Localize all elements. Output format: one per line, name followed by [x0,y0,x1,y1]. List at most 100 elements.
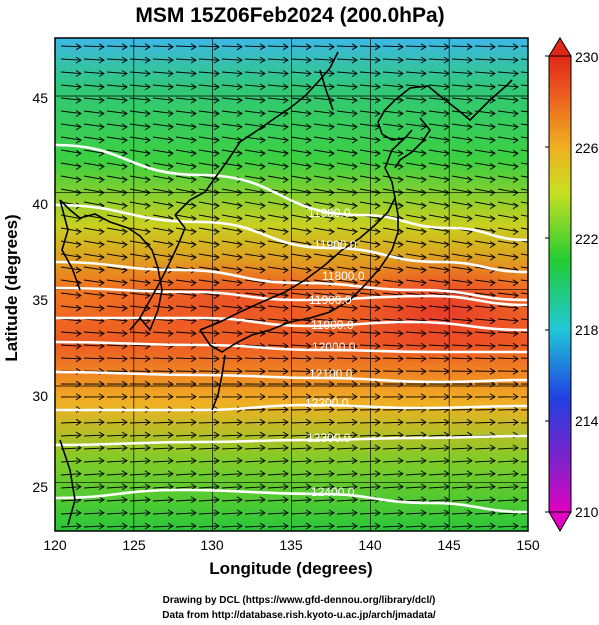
wind-vector [221,240,243,248]
wind-vector [520,71,528,73]
wind-vector [382,56,404,64]
wind-vector [382,149,404,157]
wind-vector [428,509,450,517]
wind-vector [106,457,128,465]
wind-vector [221,368,243,375]
wind-vector [497,418,519,426]
wind-vector [474,43,496,51]
wind-vector [428,201,450,210]
wind-vector [336,457,358,465]
wind-vector [313,342,335,350]
wind-vector [221,266,243,274]
wind-vector [175,279,197,287]
wind-vector [313,110,335,117]
wind-vector [474,418,496,426]
wind-vector [198,149,220,157]
wind-vector [221,431,243,439]
wind-vector [336,483,358,491]
wind-vector [497,162,519,170]
wind-vector [290,123,312,131]
wind-vector [129,470,151,478]
wind-vector [313,483,335,491]
wind-vector [175,418,197,426]
wind-vector [83,431,105,439]
wind-vector [474,162,496,170]
wind-vector [428,368,450,375]
wind-vector [60,431,82,439]
wind-vector [60,70,82,77]
wind-vector [152,110,174,117]
wind-vector [474,342,496,350]
wind-vectors [60,43,528,530]
wind-vector [175,483,197,491]
wind-vector [129,43,151,51]
wind-vector [336,56,358,64]
wind-vector [359,330,381,337]
wind-vector [175,304,197,312]
wind-vector [451,266,473,274]
wind-vector [290,431,312,439]
wind-vector [474,355,496,363]
wind-vector [359,279,381,287]
wind-vector [83,266,105,274]
wind-vector [267,444,289,452]
wind-vector [451,470,473,478]
wind-vector [336,136,358,144]
wind-vector [382,457,404,465]
wind-vector [198,483,220,491]
wind-vector [106,70,128,77]
wind-vector [382,240,404,248]
wind-vector [359,509,381,517]
wind-vector [474,522,496,530]
wind-vector [221,110,243,117]
wind-vector [382,355,404,363]
wind-vector [267,123,289,131]
wind-vector [244,304,266,312]
wind-vector [451,355,473,363]
wind-vector [290,342,312,350]
wind-vector [474,470,496,478]
wind-vector [520,357,528,359]
wind-vector [520,344,528,346]
wind-vector [267,406,289,413]
wind-vector [359,70,381,77]
wind-vector [152,368,174,375]
wind-vector [83,240,105,248]
wind-vector [267,483,289,491]
wind-vector [60,522,82,530]
wind-vector [106,496,128,504]
wind-vector [497,149,519,157]
contour-labels: 11900.0 11900.0 11800.0 11900.0 11900.0 … [305,206,365,499]
wind-vector [336,70,358,77]
wind-vector [428,279,450,287]
wind-vector [405,162,427,170]
wind-vector [336,380,358,388]
wind-vector [474,279,496,287]
wind-vector [451,342,473,350]
wind-vector [405,522,427,530]
wind-vector [313,355,335,363]
wind-vector [244,83,266,91]
wind-vector [497,457,519,465]
wind-vector [290,253,312,261]
wind-vector [520,175,528,178]
wind-vector [290,149,312,157]
wind-vector [405,483,427,491]
wind-vector [474,214,496,223]
wind-vector [474,444,496,452]
height-contour [55,488,528,514]
wind-vector [290,175,312,183]
wind-vector [198,188,220,197]
wind-vector [60,457,82,465]
wind-vector [428,110,450,117]
wind-vector [221,83,243,91]
wind-vector [60,292,82,299]
wind-vector [382,304,404,312]
wind-vector [520,500,528,502]
wind-vector [106,175,128,183]
wind-vector [244,355,266,363]
wind-vector [290,330,312,337]
wind-vector [405,110,427,117]
wind-vector [290,304,312,312]
wind-vector [152,470,174,478]
